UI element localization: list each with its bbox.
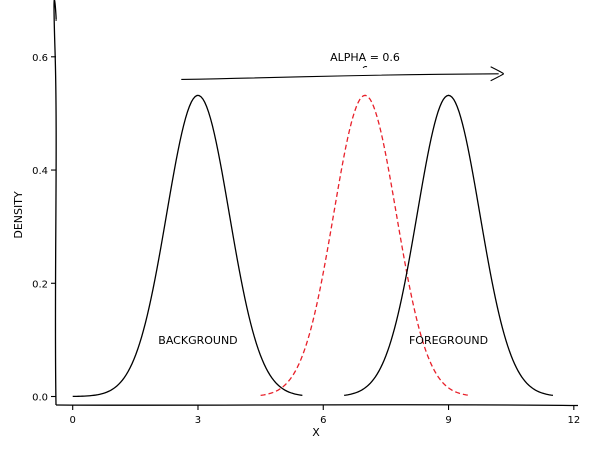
y-axis-spine xyxy=(54,0,56,405)
x-tick-label: 3 xyxy=(195,415,201,426)
x-axis-label: X xyxy=(312,426,320,439)
series-line-3 xyxy=(344,95,553,395)
series-line-2 xyxy=(261,95,470,395)
y-tick-label: 0.2 xyxy=(32,279,48,290)
annotation-label: FOREGROUND xyxy=(409,334,488,347)
x-tick-label: 9 xyxy=(445,415,451,426)
series-line-1 xyxy=(73,95,303,396)
x-tick-label: 12 xyxy=(567,415,580,426)
axes xyxy=(54,0,578,405)
annotations: BACKGROUND FOREGROUND ALPHA = 0.6 xyxy=(158,51,503,347)
y-tick-label: 0.4 xyxy=(32,166,48,177)
ticks: 0 3 6 9 12 0.0 0.2 0.4 0.6 xyxy=(32,53,580,426)
annotation-label: ALPHA = 0.6 xyxy=(330,51,400,64)
y-tick-label: 0.0 xyxy=(32,393,48,404)
x-axis-spine xyxy=(56,405,578,406)
annotation-arrow-line xyxy=(181,74,498,80)
x-tick-label: 6 xyxy=(320,415,326,426)
x-tick-label: 0 xyxy=(70,415,76,426)
y-axis-label: DENSITY xyxy=(12,191,25,239)
annotation-connector xyxy=(363,66,367,67)
curves xyxy=(73,95,553,396)
y-tick-label: 0.6 xyxy=(32,53,48,64)
annotation-label: BACKGROUND xyxy=(158,334,237,347)
